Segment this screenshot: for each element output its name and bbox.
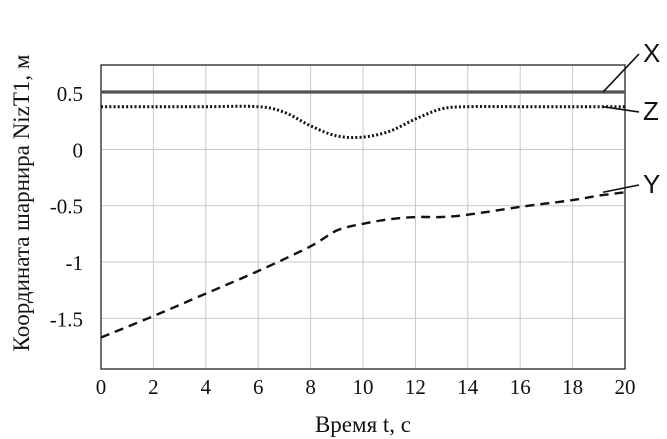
series-leader-y [602, 184, 640, 194]
y-tick-label: -1 [66, 251, 84, 275]
y-tick-labels: 0.5 0 -0.5 -1 -1.5 [50, 82, 83, 331]
series-layer [100, 90, 626, 339]
x-tick-label: 20 [615, 375, 636, 399]
plot-frame [100, 64, 626, 370]
x-tick-label: 6 [253, 375, 264, 399]
y-axis-title: Координата шарнира NizT1, м [9, 54, 34, 351]
x-tick-label: 10 [353, 375, 374, 399]
series-label-z: Z [643, 96, 659, 126]
series-leader-z [602, 105, 640, 113]
series-labels: XZ Y [602, 38, 660, 199]
x-tick-label: 0 [96, 375, 107, 399]
y-tick-label: -1.5 [50, 307, 83, 331]
x-tick-label: 12 [405, 375, 426, 399]
series-label-y: Y [643, 169, 660, 199]
x-tick-label: 2 [148, 375, 159, 399]
x-axis-title: Время t, с [315, 412, 411, 437]
x-tick-label: 8 [305, 375, 316, 399]
grid [100, 65, 626, 369]
y-tick-label: 0.5 [57, 82, 83, 106]
series-leader-x [602, 53, 640, 93]
x-tick-label: 18 [562, 375, 583, 399]
series-label-x: X [643, 38, 660, 68]
series-line-y [100, 191, 626, 339]
x-tick-labels: 0 2 4 6 8 10 12 14 16 18 20 [96, 375, 636, 399]
x-tick-label: 16 [510, 375, 531, 399]
x-tick-label: 4 [201, 375, 212, 399]
y-tick-label: 0 [73, 138, 84, 162]
y-tick-label: -0.5 [50, 195, 83, 219]
x-tick-label: 14 [457, 375, 479, 399]
